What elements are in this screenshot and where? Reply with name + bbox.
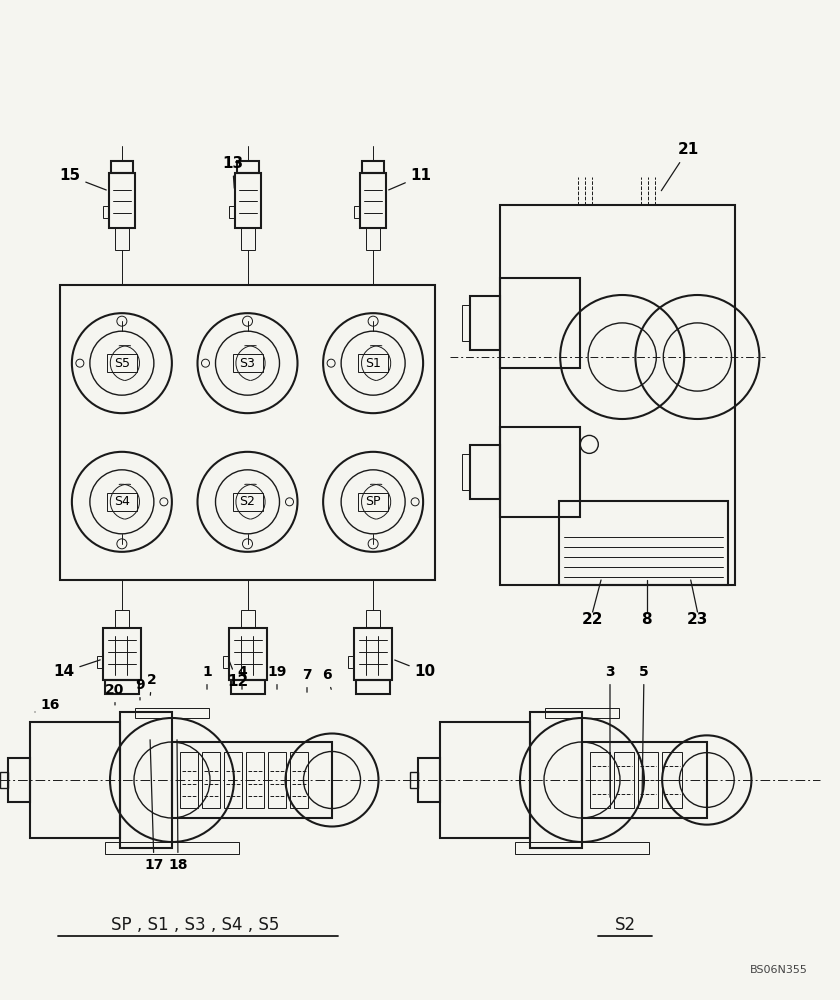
Text: 8: 8 bbox=[642, 612, 652, 628]
Bar bbox=[638, 752, 658, 808]
Bar bbox=[360, 173, 386, 228]
Bar bbox=[134, 708, 209, 718]
Bar bbox=[240, 228, 255, 250]
Text: S2: S2 bbox=[239, 495, 255, 508]
Bar bbox=[366, 228, 381, 250]
Text: 5: 5 bbox=[639, 665, 648, 797]
Bar bbox=[500, 278, 580, 368]
Text: 19: 19 bbox=[267, 665, 286, 689]
Bar bbox=[500, 205, 735, 585]
Text: BS06N355: BS06N355 bbox=[750, 965, 808, 975]
Text: 11: 11 bbox=[389, 168, 432, 190]
Bar bbox=[228, 628, 266, 680]
Bar bbox=[614, 752, 634, 808]
Bar bbox=[230, 680, 265, 694]
Bar bbox=[109, 173, 135, 228]
Bar bbox=[470, 445, 500, 499]
Bar bbox=[107, 354, 137, 372]
Bar bbox=[97, 656, 102, 668]
Text: 21: 21 bbox=[661, 142, 699, 191]
Bar bbox=[354, 206, 360, 218]
Text: 17: 17 bbox=[144, 740, 164, 872]
Text: 23: 23 bbox=[687, 612, 708, 628]
Bar bbox=[115, 228, 129, 250]
Bar bbox=[233, 493, 263, 511]
Bar bbox=[462, 305, 470, 341]
Bar bbox=[545, 708, 619, 718]
Text: S4: S4 bbox=[114, 495, 130, 508]
Bar bbox=[0, 772, 8, 788]
Bar bbox=[8, 758, 30, 802]
Bar bbox=[234, 173, 260, 228]
Bar bbox=[228, 206, 234, 218]
Text: 14: 14 bbox=[53, 660, 100, 680]
Bar bbox=[418, 758, 440, 802]
Bar bbox=[246, 752, 264, 808]
Text: 6: 6 bbox=[323, 668, 332, 689]
Bar bbox=[233, 354, 263, 372]
Text: 18: 18 bbox=[168, 740, 188, 872]
Bar bbox=[462, 454, 470, 490]
Bar bbox=[111, 161, 133, 173]
Bar bbox=[202, 752, 220, 808]
Text: 4: 4 bbox=[237, 665, 247, 689]
Bar bbox=[105, 842, 239, 854]
Bar bbox=[358, 354, 388, 372]
Bar bbox=[107, 493, 137, 511]
Bar bbox=[440, 722, 530, 838]
Bar bbox=[102, 206, 109, 218]
Text: 15: 15 bbox=[60, 168, 107, 190]
Bar bbox=[30, 722, 120, 838]
Bar bbox=[559, 501, 728, 585]
Bar bbox=[180, 752, 198, 808]
Bar bbox=[530, 712, 582, 848]
Bar bbox=[172, 742, 332, 818]
Bar bbox=[105, 680, 139, 694]
Bar bbox=[358, 493, 388, 511]
Bar bbox=[240, 610, 255, 628]
Text: 9: 9 bbox=[135, 678, 144, 700]
Bar bbox=[500, 427, 580, 517]
Text: 10: 10 bbox=[395, 660, 436, 680]
Text: 13: 13 bbox=[222, 155, 243, 188]
Text: S3: S3 bbox=[239, 357, 255, 370]
Text: S5: S5 bbox=[114, 357, 130, 370]
Bar bbox=[354, 628, 392, 680]
Bar bbox=[582, 742, 706, 818]
Bar bbox=[224, 752, 242, 808]
Bar bbox=[102, 628, 141, 680]
Bar bbox=[515, 842, 649, 854]
Bar bbox=[362, 161, 384, 173]
Bar bbox=[290, 752, 308, 808]
Bar bbox=[115, 610, 129, 628]
Text: SP: SP bbox=[365, 495, 381, 508]
Text: S1: S1 bbox=[365, 357, 381, 370]
Text: 16: 16 bbox=[35, 698, 60, 712]
Text: 20: 20 bbox=[105, 683, 124, 705]
Bar bbox=[590, 752, 610, 808]
Bar bbox=[410, 772, 418, 788]
Bar bbox=[60, 285, 435, 580]
Text: 2: 2 bbox=[147, 673, 157, 695]
Bar bbox=[662, 752, 682, 808]
Bar bbox=[356, 680, 390, 694]
Bar bbox=[237, 161, 259, 173]
Bar bbox=[223, 656, 228, 668]
Text: 12: 12 bbox=[227, 662, 248, 690]
Bar bbox=[120, 712, 172, 848]
Text: 3: 3 bbox=[605, 665, 615, 797]
Bar bbox=[348, 656, 354, 668]
Text: 22: 22 bbox=[582, 612, 603, 628]
Text: SP , S1 , S3 , S4 , S5: SP , S1 , S3 , S4 , S5 bbox=[111, 916, 279, 934]
Bar bbox=[268, 752, 286, 808]
Text: 7: 7 bbox=[302, 668, 312, 692]
Bar bbox=[470, 296, 500, 350]
Bar bbox=[366, 610, 381, 628]
Text: S2: S2 bbox=[614, 916, 636, 934]
Text: 1: 1 bbox=[202, 665, 212, 689]
